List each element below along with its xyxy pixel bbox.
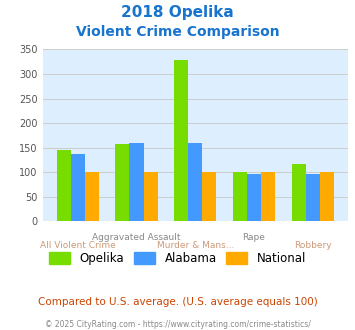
Bar (130, 143, 143, 221)
Bar (233, 172, 247, 221)
Bar (85, 172, 99, 221)
Bar (202, 172, 217, 221)
Text: 2018 Opelika: 2018 Opelika (121, 5, 234, 20)
Text: Aggravated Assault: Aggravated Assault (92, 233, 181, 242)
Text: Rape: Rape (242, 233, 266, 242)
Bar (247, 174, 261, 221)
Bar (143, 172, 158, 221)
Text: Violent Crime Comparison: Violent Crime Comparison (76, 25, 279, 39)
Bar (57, 150, 71, 221)
Text: Robbery: Robbery (294, 241, 332, 250)
Text: All Violent Crime: All Violent Crime (40, 241, 116, 250)
Text: Compared to U.S. average. (U.S. average equals 100): Compared to U.S. average. (U.S. average … (38, 297, 317, 307)
Bar (188, 143, 202, 221)
Bar (261, 172, 275, 221)
Bar (115, 144, 130, 221)
Bar (320, 172, 334, 221)
Bar (71, 154, 85, 221)
Legend: Opelika, Alabama, National: Opelika, Alabama, National (44, 247, 311, 270)
Text: © 2025 CityRating.com - https://www.cityrating.com/crime-statistics/: © 2025 CityRating.com - https://www.city… (45, 320, 310, 329)
Text: Murder & Mans...: Murder & Mans... (157, 241, 234, 250)
Bar (306, 174, 320, 221)
Bar (174, 60, 188, 221)
Bar (291, 164, 306, 221)
